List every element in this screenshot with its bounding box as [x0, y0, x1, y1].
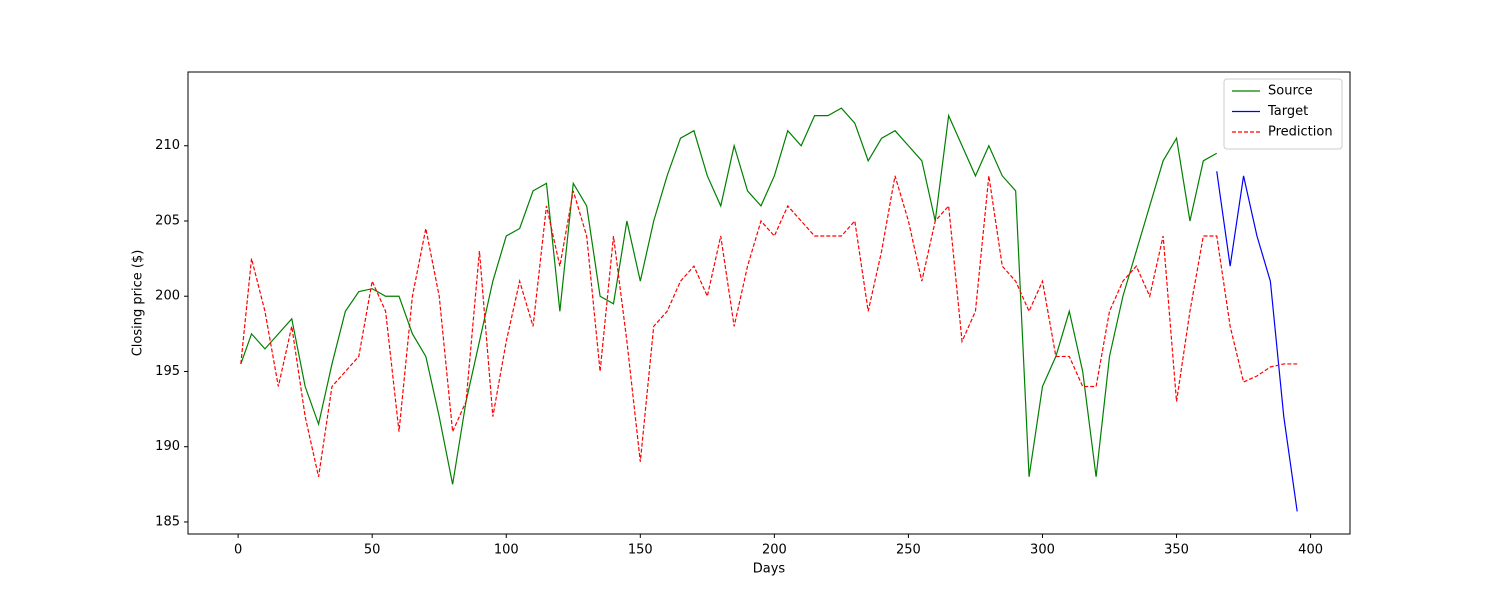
x-tick-label: 0 [234, 543, 242, 558]
y-tick-label: 205 [155, 213, 180, 228]
x-tick-label: 300 [1030, 543, 1055, 558]
legend-label: Target [1267, 104, 1308, 119]
y-tick-label: 195 [155, 364, 180, 379]
series-line [240, 107, 1218, 485]
x-tick-label: 50 [364, 543, 381, 558]
plot-frame [187, 71, 1351, 535]
x-axis-label: Days [753, 562, 786, 577]
x-tick-label: 100 [494, 543, 519, 558]
y-tick-label: 185 [155, 514, 180, 529]
series-line [240, 175, 1298, 477]
y-tick-label: 200 [155, 289, 180, 304]
legend-label: Source [1268, 84, 1313, 99]
y-tick-label: 210 [155, 138, 180, 153]
y-tick-label: 190 [155, 439, 180, 454]
x-tick-label: 250 [896, 543, 921, 558]
y-axis-label: Closing price ($) [131, 250, 146, 357]
x-tick-label: 350 [1164, 543, 1189, 558]
x-tick-label: 200 [762, 543, 787, 558]
x-tick-label: 400 [1298, 543, 1323, 558]
legend-label: Prediction [1268, 125, 1333, 140]
series-line [1216, 171, 1298, 512]
x-tick-label: 150 [628, 543, 653, 558]
